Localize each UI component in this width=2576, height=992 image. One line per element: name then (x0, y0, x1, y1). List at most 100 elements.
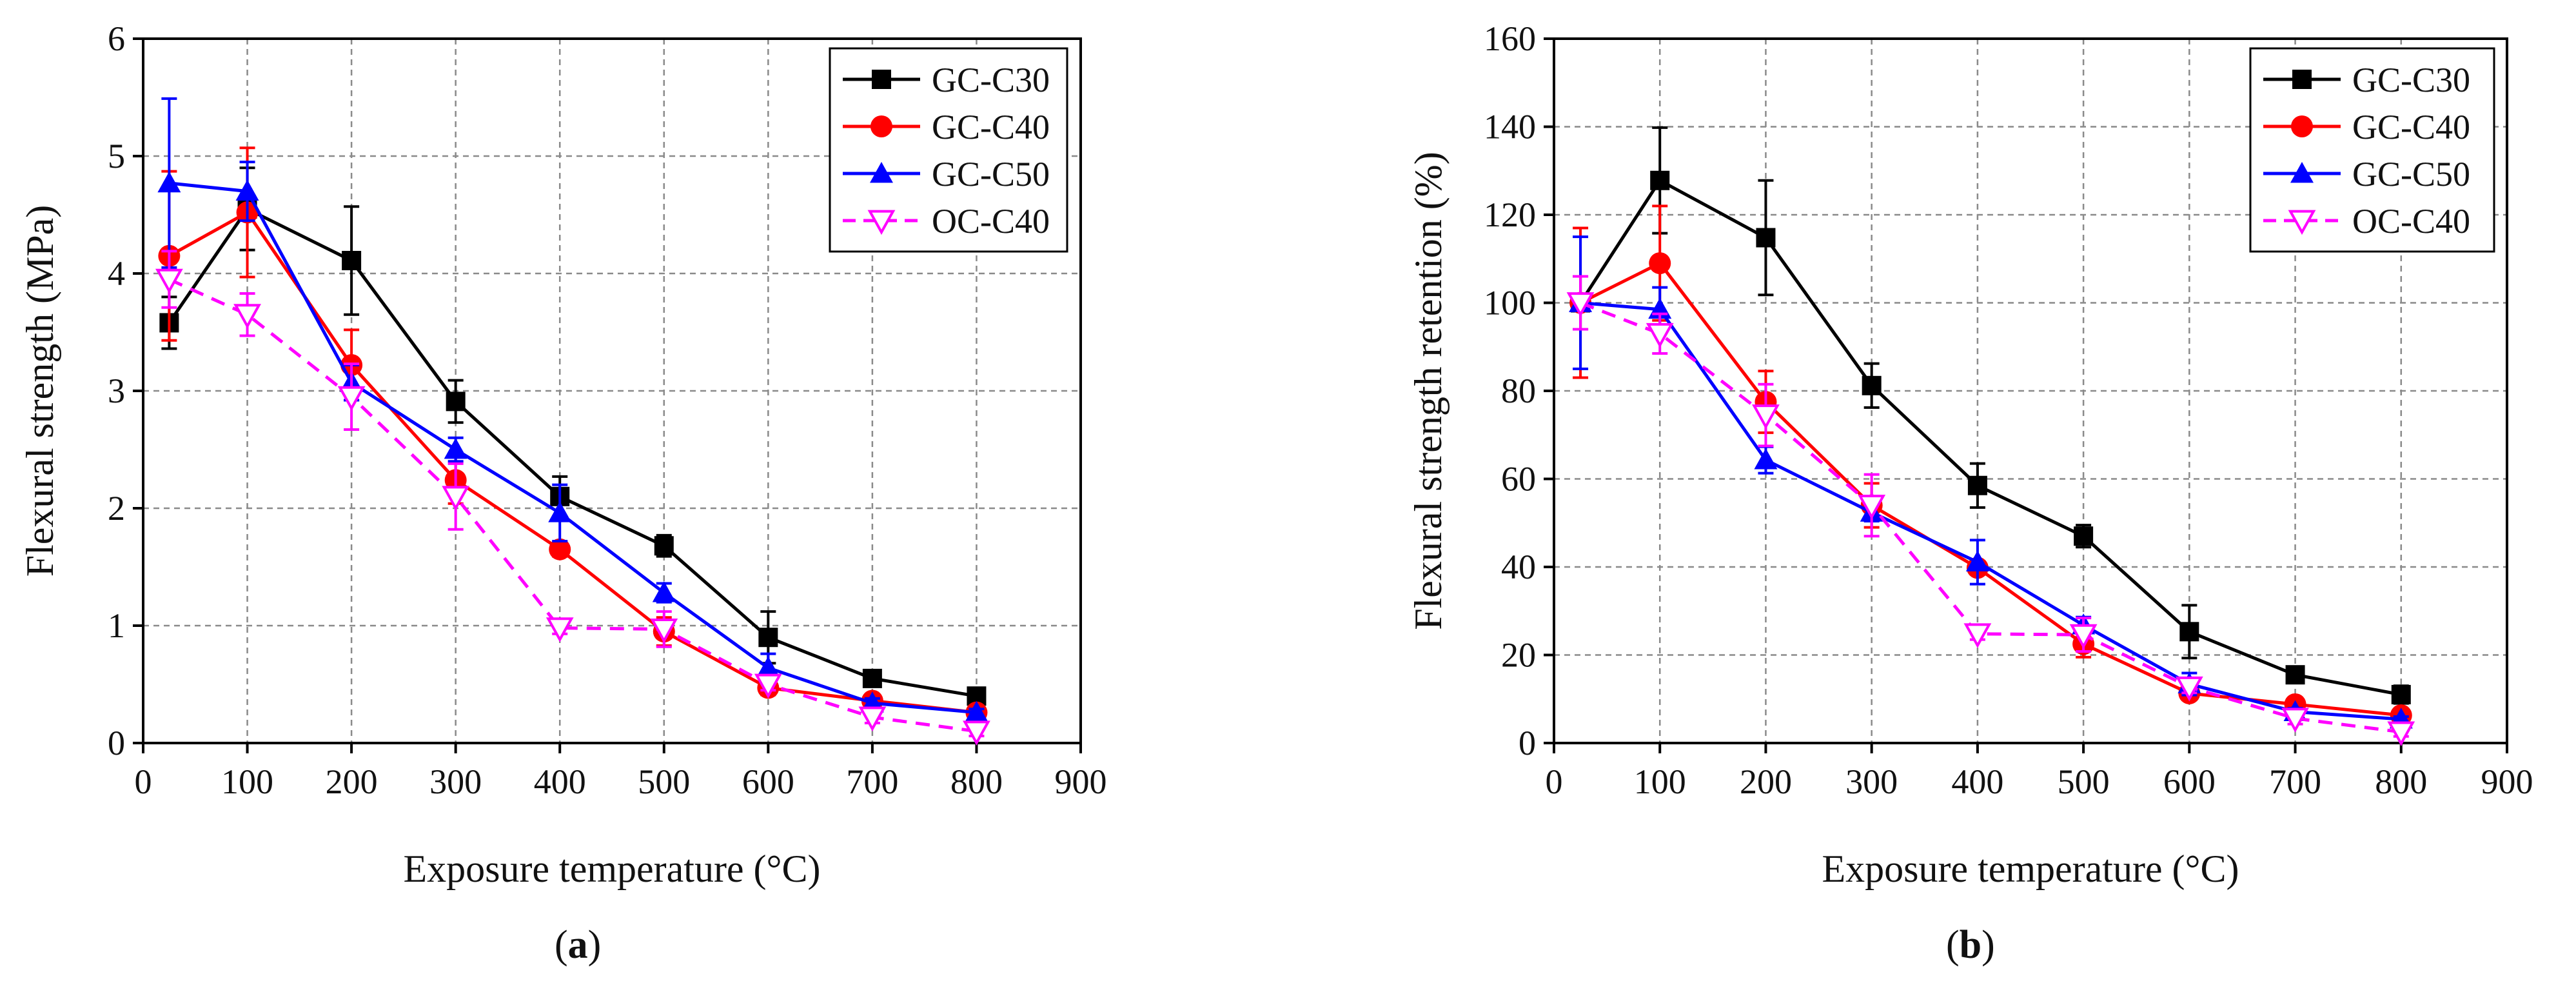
chart-b-point-GC-C30-1 (1650, 170, 1670, 190)
chart-b-legend-marker-OC-C40 (2288, 210, 2316, 235)
panel-label-a: a (567, 923, 588, 967)
panel-caption-b: (b) (1946, 923, 1995, 967)
chart-a-series-OC-C40 (155, 250, 990, 746)
chart-a-legend-label-GC-C50: GC-C50 (932, 155, 1050, 193)
chart-b-point-GC-C50-4 (1965, 550, 1989, 571)
chart-b-x-tick-label-1: 100 (1634, 762, 1686, 801)
chart-b-y-tick-label-1: 20 (1501, 636, 1536, 675)
chart-a-legend-box (829, 47, 1068, 253)
chart-a-y-axis-title: Flexural strength (MPa) (19, 205, 61, 577)
chart-a-x-tick-label-8: 800 (950, 762, 1003, 801)
chart-a-flexural-strength: 0 100 200 300 400 500 600 700 800 900 0 1 2 3 4 5 6 Expos… (19, 19, 1107, 890)
chart-a-x-tick-label-1: 100 (221, 762, 273, 801)
chart-b-series-line-GC-C50 (1580, 301, 2401, 721)
chart-b-point-GC-C40-1 (1649, 252, 1671, 275)
chart-a-series-line-GC-C40 (168, 210, 977, 715)
chart-b-point-OC-C40-6 (2175, 676, 2203, 702)
chart-b-y-tick-label-6: 120 (1484, 195, 1536, 234)
chart-a-legend-label-GC-C40: GC-C40 (932, 108, 1050, 146)
chart-a-y-tick-label-4: 4 (108, 254, 125, 293)
chart-a-x-tick-label-7: 700 (846, 762, 898, 801)
chart-a-y-tick-label-1: 1 (108, 606, 125, 645)
chart-a-point-GC-C40-4 (549, 538, 571, 560)
chart-b-series-GC-C40 (1569, 204, 2412, 727)
chart-a-point-OC-C40-4 (546, 617, 574, 642)
chart-a-legend-marker-GC-C40 (870, 115, 892, 137)
chart-a-x-tick-label-2: 200 (326, 762, 378, 801)
chart-a-legend-label-OC-C40: OC-C40 (932, 202, 1050, 241)
chart-a-series-line-OC-C40 (168, 277, 977, 733)
chart-b-point-OC-C40-2 (1752, 404, 1780, 430)
chart-a-legend: GC-C30 GC-C40 GC-C50 OC-C40 (829, 47, 1068, 253)
chart-b-point-GC-C30-4 (1967, 475, 1987, 495)
chart-a-point-GC-C50-0 (157, 171, 181, 193)
chart-a-point-OC-C40-1 (233, 304, 261, 329)
chart-a-point-OC-C40-2 (337, 386, 366, 412)
chart-b-point-GC-C30-2 (1756, 228, 1776, 248)
chart-a-point-GC-C30-3 (446, 392, 466, 412)
chart-a-point-GC-C50-8 (965, 700, 988, 722)
chart-b-x-tick-label-4: 400 (1951, 762, 2003, 801)
chart-b-point-OC-C40-0 (1566, 292, 1595, 317)
chart-b-point-OC-C40-7 (2281, 708, 2309, 733)
chart-b-legend-label-GC-C40: GC-C40 (2352, 108, 2470, 146)
chart-b-point-OC-C40-4 (1963, 623, 1992, 648)
panel-label-b: b (1959, 923, 1982, 967)
chart-a-point-OC-C40-0 (155, 268, 183, 294)
chart-a-y-tick-label-6: 6 (108, 19, 125, 58)
chart-a-x-tick-label-9: 900 (1055, 762, 1107, 801)
chart-a-point-OC-C40-6 (754, 673, 782, 699)
chart-b-y-tick-label-2: 40 (1501, 548, 1536, 586)
chart-a-y-tick-label-3: 3 (108, 372, 125, 410)
chart-b-point-GC-C30-7 (2285, 665, 2305, 685)
chart-a-x-tick-label-3: 300 (429, 762, 482, 801)
chart-b-strength-retention: 0 100 200 300 400 500 600 700 800 900 0 20 40 60 80 100… (1407, 19, 2533, 890)
chart-b-x-tick-label-7: 700 (2269, 762, 2321, 801)
chart-a-x-tick-label-6: 600 (742, 762, 794, 801)
chart-a-x-tick-label-4: 400 (534, 762, 586, 801)
chart-b-point-OC-C40-3 (1858, 495, 1886, 520)
chart-b-y-axis-title: Flexural strength retention (%) (1407, 152, 1450, 630)
chart-b-point-OC-C40-5 (2069, 624, 2098, 650)
chart-a-x-axis-title: Exposure temperature (°C) (403, 848, 820, 890)
chart-b-point-GC-C30-3 (1862, 375, 1882, 395)
chart-b-y-tick-label-3: 60 (1501, 460, 1536, 499)
chart-b-point-OC-C40-1 (1646, 322, 1674, 348)
chart-b-y-tick-label-7: 140 (1484, 108, 1536, 146)
chart-a-legend-marker-GC-C50 (870, 162, 893, 183)
chart-a-point-GC-C50-3 (444, 438, 467, 459)
chart-b-legend-marker-GC-C50 (2290, 162, 2314, 183)
chart-a-series-line-GC-C30 (168, 206, 977, 698)
chart-a-point-GC-C50-1 (235, 179, 259, 201)
chart-b-point-OC-C40-8 (2387, 721, 2415, 747)
chart-a-x-tick-label-0: 0 (135, 762, 152, 801)
chart-b-legend: GC-C30 GC-C40 GC-C50 OC-C40 (2249, 47, 2495, 253)
chart-a-point-GC-C50-4 (548, 501, 572, 522)
chart-a-legend-label-GC-C30: GC-C30 (932, 61, 1050, 99)
chart-b-x-tick-label-2: 200 (1740, 762, 1792, 801)
chart-b-x-tick-label-3: 300 (1845, 762, 1898, 801)
chart-b-y-tick-label-5: 100 (1484, 284, 1536, 322)
chart-a-series-line-GC-C50 (169, 181, 977, 715)
chart-b-y-tick-label-0: 0 (1519, 724, 1536, 762)
chart-b-y-tick-label-8: 160 (1484, 19, 1536, 58)
chart-a-point-GC-C50-6 (756, 656, 780, 677)
chart-b-legend-label-GC-C30: GC-C30 (2352, 61, 2470, 99)
chart-a-point-OC-C40-7 (858, 706, 887, 732)
chart-b-series-line-GC-C40 (1579, 261, 2402, 717)
chart-a-point-GC-C30-2 (342, 250, 362, 270)
chart-b-point-GC-C30-5 (2074, 526, 2094, 546)
chart-b-y-tick-label-4: 80 (1501, 372, 1536, 410)
chart-b-x-axis-title: Exposure temperature (°C) (1822, 848, 2239, 890)
chart-a-y-tick-label-5: 5 (108, 137, 125, 175)
chart-b-x-tick-label-5: 500 (2058, 762, 2110, 801)
chart-b-legend-box (2249, 47, 2495, 253)
chart-a-y-tick-label-0: 0 (108, 724, 125, 762)
chart-a-y-tick-label-2: 2 (108, 489, 125, 528)
chart-b-x-tick-label-8: 800 (2375, 762, 2427, 801)
chart-a-legend-marker-OC-C40 (867, 210, 896, 235)
chart-a-point-OC-C40-5 (650, 619, 678, 644)
chart-b-legend-marker-GC-C40 (2291, 115, 2313, 137)
chart-a-point-OC-C40-3 (442, 486, 470, 511)
